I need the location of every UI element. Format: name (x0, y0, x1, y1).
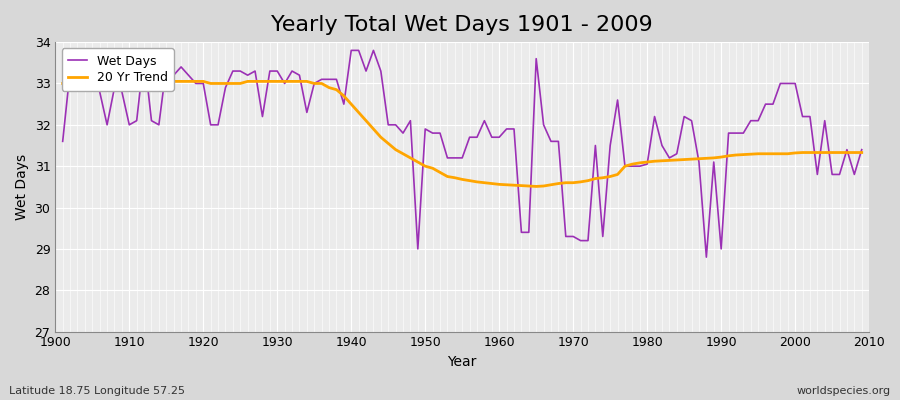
20 Yr Trend (116, 82, 127, 87)
Wet Days (116, 89, 127, 94)
Title: Yearly Total Wet Days 1901 - 2009: Yearly Total Wet Days 1901 - 2009 (271, 15, 653, 35)
20 Yr Trend (598, 175, 608, 180)
Y-axis label: Wet Days: Wet Days (15, 154, 29, 220)
20 Yr Trend (501, 182, 512, 187)
Wet Days (346, 48, 356, 53)
20 Yr Trend (286, 79, 297, 84)
Text: worldspecies.org: worldspecies.org (796, 386, 891, 396)
20 Yr Trend (531, 184, 542, 189)
Wet Days (701, 255, 712, 260)
Text: Latitude 18.75 Longitude 57.25: Latitude 18.75 Longitude 57.25 (9, 386, 185, 396)
Wet Days (494, 135, 505, 140)
20 Yr Trend (331, 87, 342, 92)
Wet Days (58, 139, 68, 144)
Wet Days (856, 147, 867, 152)
Line: Wet Days: Wet Days (63, 50, 861, 257)
Legend: Wet Days, 20 Yr Trend: Wet Days, 20 Yr Trend (61, 48, 174, 91)
20 Yr Trend (856, 150, 867, 155)
Line: 20 Yr Trend: 20 Yr Trend (63, 81, 861, 186)
20 Yr Trend (58, 81, 68, 86)
Wet Days (590, 143, 601, 148)
Wet Days (501, 126, 512, 131)
Wet Days (279, 81, 290, 86)
Wet Days (324, 77, 335, 82)
20 Yr Trend (494, 182, 505, 187)
X-axis label: Year: Year (447, 355, 477, 369)
20 Yr Trend (161, 79, 172, 84)
